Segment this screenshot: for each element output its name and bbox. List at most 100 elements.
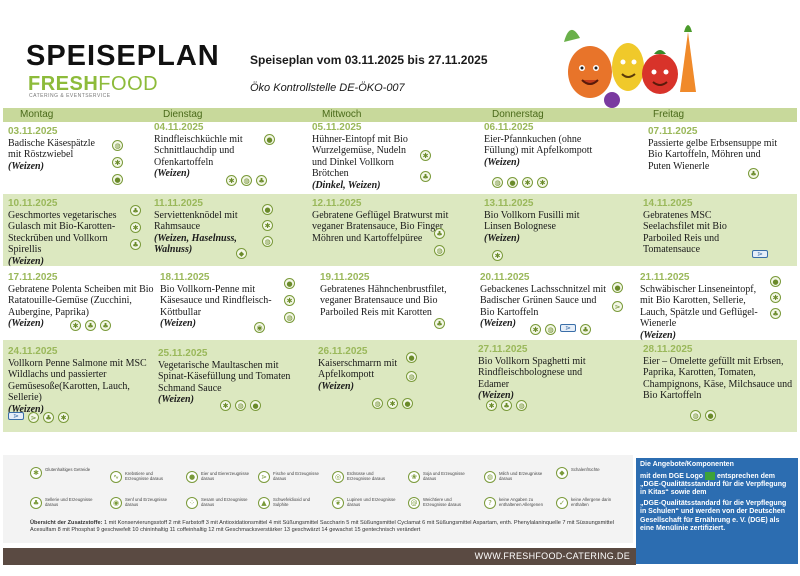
logo-food: FOOD (98, 73, 159, 95)
grain-icon: ✱ (58, 412, 69, 423)
meal-allergens: (Weizen) (318, 380, 354, 392)
milk-icon: ◍ (690, 410, 701, 421)
meal-cell: 28.11.2025 Eier – Omelette gefüllt mit E… (643, 344, 793, 402)
meal-cell: 10.11.2025 Geschmortes vegetarisches Gul… (8, 198, 128, 267)
egg-icon: ● (705, 410, 716, 421)
meal-allergens: (Weizen) (478, 390, 514, 401)
grain-icon: ✱ (30, 467, 42, 479)
dge-info-box: Die Angebote/Komponenten mit dem DGE Log… (636, 458, 798, 564)
nut-icon: ◆ (236, 248, 247, 259)
meal-description: Hühner-Eintopf mit Bio Wurzelgemüse, Nud… (312, 133, 408, 180)
legend-label: Weichtiere und Erzeugnisse daraus (423, 497, 461, 507)
milk-icon: ◍ (241, 175, 252, 186)
meal-cell: 21.11.2025 Schwäbischer Linseneintopf, m… (640, 272, 770, 341)
milk-icon: ◍ (112, 140, 123, 151)
milk-icon: ◍ (484, 471, 496, 483)
grain-icon: ✱ (70, 320, 81, 331)
legend-label: Soja und Erzeugnisse daraus (423, 471, 465, 481)
meal-date: 10.11.2025 (8, 198, 58, 209)
meal-allergens: (Weizen) (8, 160, 44, 172)
egg-icon: ● (770, 276, 781, 287)
nut-icon: ◆ (556, 467, 568, 479)
allergen-icons: ✱ ◍ ♣ (226, 175, 267, 186)
grain-icon: ✱ (770, 292, 781, 303)
allergen-icons: ● ◍ (406, 352, 417, 382)
meal-cell: 05.11.2025 Hühner-Eintopf mit Bio Wurzel… (312, 122, 422, 191)
fish-icon: ⋗ (258, 471, 270, 483)
meal-description: Bio Vollkorn Spaghetti mit Rindfleischbo… (478, 355, 586, 390)
legend-label: Senf und Erzeugnisse daraus (125, 497, 168, 507)
meal-cell: 14.11.2025 Gebratenes MSC Seelachsfilet … (643, 198, 753, 256)
meal-cell: 07.11.2025 Passierte gelbe Erbsensuppe m… (648, 126, 778, 172)
page-title: SPEISEPLAN (26, 40, 220, 72)
allergen-icons: ◉ (254, 322, 265, 333)
msc-fish-icon: ⋗ (8, 412, 24, 420)
meal-cell: 03.11.2025 Badische Käsespätzle mit Röst… (8, 126, 108, 172)
celery-icon: ♣ (256, 175, 267, 186)
legend-label: Sellerie und Erzeugnisse daraus (45, 497, 93, 507)
allergen-icons: ♣ (748, 168, 759, 179)
legend-label: Erdnüsse und Erzeugnisse daraus (347, 471, 385, 481)
grain-icon: ✱ (262, 220, 273, 231)
celery-icon: ♣ (770, 308, 781, 319)
dge-certification: „DGE-Qualitätsstandard für die Verpflegu… (640, 499, 787, 533)
egg-icon: ● (262, 204, 273, 215)
additives-text: 1 mit Konservierungsstoff 2 mit Farbstof… (30, 520, 614, 533)
milk-icon: ◍ (372, 398, 383, 409)
plan-date-range: Speiseplan vom 03.11.2025 bis 27.11.2025 (250, 53, 488, 67)
meal-cell: 27.11.2025 Bio Vollkorn Spaghetti mit Ri… (478, 344, 608, 402)
meal-description: Serviettenknödel mit Rahmsauce (154, 209, 238, 233)
meal-allergens: (Weizen) (640, 329, 676, 341)
meal-cell: 26.11.2025 Kaiserschmarrn mit Apfelkompo… (318, 346, 418, 392)
meal-cell: 11.11.2025 Serviettenknödel mit Rahmsauc… (154, 198, 264, 256)
celery-icon: ♣ (130, 205, 141, 216)
celery-icon: ♣ (100, 320, 111, 331)
meal-cell: 04.11.2025 Rindfleischküchle mit Schnitt… (154, 122, 264, 180)
legend-item: ▲ Schwefeldioxid und Sulphite (258, 497, 323, 509)
meal-description: Badische Käsespätzle mit Röstzwiebel (8, 137, 95, 161)
msc-fish-icon: ⋗ (752, 250, 768, 258)
question-icon: ? (484, 497, 496, 509)
egg-icon: ● (186, 471, 198, 483)
allergen-icons: ✱ ◍ ⋗ ♣ (530, 324, 591, 335)
legend-item: ◆ Schalenfrüchte (556, 467, 628, 479)
meal-allergens: (Weizen) (484, 156, 520, 168)
legend-label: Fische und Erzeugnisse daraus (273, 471, 319, 481)
legend-label: Glutenhaltiges Getreide (45, 467, 91, 472)
vegetables-illustration (564, 25, 696, 108)
meal-date: 04.11.2025 (154, 122, 204, 133)
meal-description: Gebratene Polenta Scheiben mit Bio Ratat… (8, 283, 154, 318)
logo-subtitle: CATERING & EVENTSERVICE (29, 93, 111, 99)
meal-description: Vollkorn Penne Salmone mit MSC Wildlachs… (8, 357, 147, 404)
legend-item: ⋗ Fische und Erzeugnisse daraus (258, 471, 323, 483)
legend-item: ? keine Angaben zu enthaltenen Allergenen (484, 497, 549, 509)
milk-icon: ◍ (284, 312, 295, 323)
fish-icon: ⋗ (28, 412, 39, 423)
meal-description: Gebratenes MSC Seelachsfilet mit Bio Par… (643, 209, 727, 256)
allergen-icons: ⋗ (752, 250, 768, 258)
grain-icon: ✱ (522, 177, 533, 188)
celery-icon: ♣ (434, 318, 445, 329)
grain-icon: ✱ (537, 177, 548, 188)
celery-icon: ♣ (748, 168, 759, 179)
legend-item: ∿ Krebstiere und Erzeugnisse daraus (110, 471, 175, 483)
sesame-icon: ⁘ (186, 497, 198, 509)
website-footer[interactable]: WWW.FRESHFOOD-CATERING.DE (3, 548, 636, 565)
meal-description: Bio Vollkorn Fusilli mit Linsen Bolognes… (484, 209, 580, 233)
mollusc-icon: @ (408, 497, 420, 509)
soy-icon: ❀ (408, 471, 420, 483)
dge-heading: Die Angebote/Komponenten (640, 461, 734, 468)
day-label-freitag: Freitag (653, 109, 685, 120)
meal-cell: 24.11.2025 Vollkorn Penne Salmone mit MS… (8, 346, 148, 415)
meal-cell: 13.11.2025 Bio Vollkorn Fusilli mit Lins… (484, 198, 604, 244)
egg-icon: ● (264, 134, 275, 145)
meal-description: Eier-Pfannkuchen (ohne Füllung) mit Apfe… (484, 133, 593, 157)
meal-allergens: (Weizen) (8, 318, 44, 329)
meal-description: Gebratene Geflügel Bratwurst mit veganer… (312, 209, 449, 244)
meal-date: 06.11.2025 (484, 122, 534, 133)
grain-icon: ✱ (492, 250, 503, 261)
meal-cell: 20.11.2025 Gebackenes Lachsschnitzel mit… (480, 272, 610, 330)
allergen-icons: ● ✱ ◍ (284, 278, 295, 323)
allergen-icons: ◍ ● (690, 410, 716, 421)
meal-allergens: (Weizen) (154, 168, 190, 179)
